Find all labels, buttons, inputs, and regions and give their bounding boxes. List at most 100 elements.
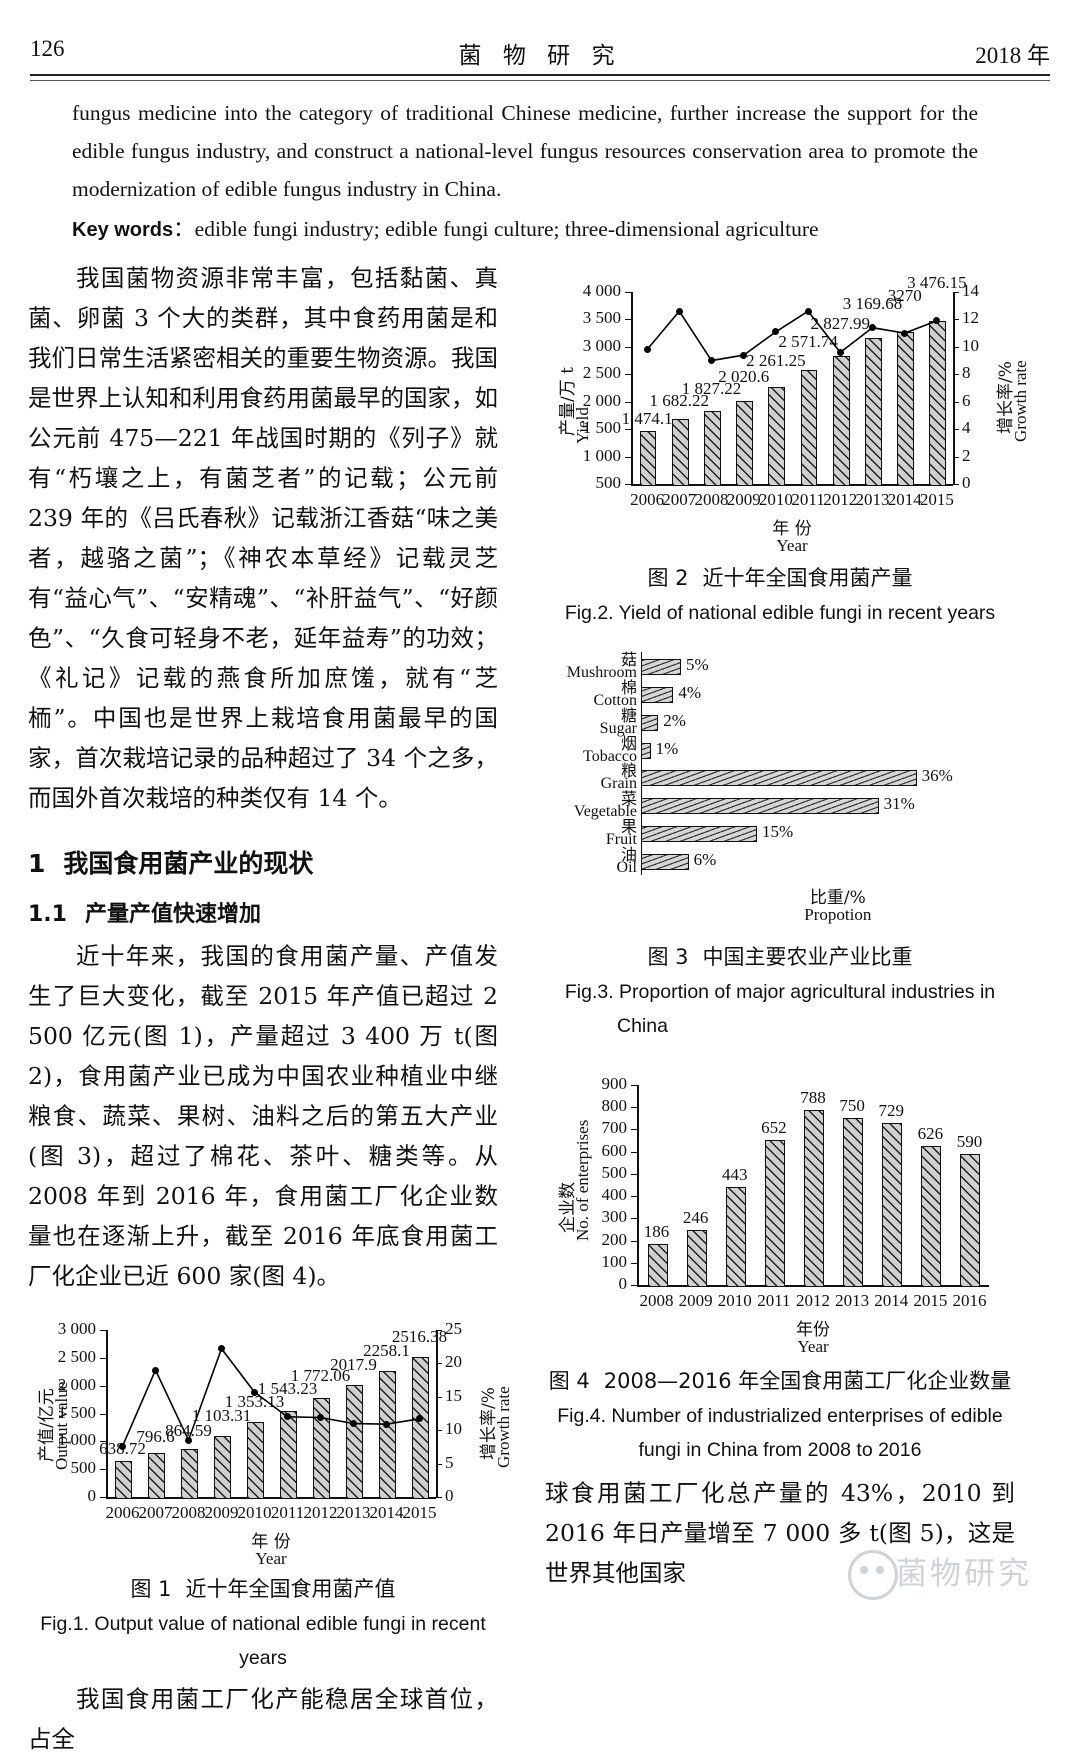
fig1chart-y2label-en: Growth rate (494, 1385, 513, 1468)
fig2chart-x-tick-label: 2008 (694, 490, 729, 509)
fig1chart-data-point (218, 1345, 225, 1353)
fig3chart-hbar (641, 714, 659, 731)
fig2chart-x-tick-label: 2011 (791, 490, 825, 509)
figure-4-caption-en-line2: fungi in China from 2008 to 2016 (638, 1439, 922, 1461)
fig1chart-data-point (416, 1415, 423, 1423)
fig4chart-bar-label: 750 (839, 1096, 865, 1116)
fig1chart-y2-tick-label: 25 (445, 1319, 462, 1338)
figure-4-caption-cn: 图 4 2008—2016 年全国食用菌工厂化企业数量 (545, 1365, 1015, 1395)
page-number: 126 (30, 36, 65, 61)
fig3chart-xlabel-cn: 比重/% (809, 888, 866, 908)
fig2chart-x-tick-label: 2009 (726, 490, 761, 509)
keywords-separator: ： (173, 217, 195, 241)
figure-2-number: 图 2 (647, 566, 689, 590)
section-heading-1: 1 我国食用菌产业的现状 (28, 844, 498, 880)
section-number: 1 (28, 849, 46, 878)
fig1chart-bar (213, 1435, 232, 1499)
fig1chart-y2-tick-label: 0 (445, 1486, 454, 1505)
fig1chart-bar-label: 1 543.23 (257, 1379, 318, 1399)
figure-1-caption-en-line2: years (239, 1647, 287, 1669)
fig2chart-data-point (836, 348, 844, 356)
fig3chart-cat-label-en: Cotton (593, 691, 637, 709)
fig2chart-x-tick-label: 2007 (662, 490, 697, 509)
fig4chart-xlabel-cn: 年份 (796, 1320, 830, 1340)
fig1chart-x-tick-label: 2015 (402, 1503, 437, 1522)
fig1chart-y-tick (100, 1441, 106, 1443)
fig2chart-y2-tick-label: 4 (962, 418, 971, 438)
fig1chart-bar-label: 2258.1 (363, 1341, 410, 1361)
fig3chart-hbar (641, 854, 689, 871)
fig4chart-y-tick (631, 1262, 637, 1264)
fig1chart-bar (279, 1411, 298, 1499)
fig2chart-bar-label: 3 169.68 (842, 293, 903, 313)
fig2chart-y-tick-label: 1 500 (582, 418, 621, 438)
fig2chart-y-tick (625, 292, 631, 293)
fig1chart-bar (378, 1371, 397, 1499)
fig2chart-y2-tick (953, 456, 959, 458)
fig2chart-bar (929, 320, 947, 486)
fig1chart-y2-tick (436, 1463, 442, 1465)
journal-watermark: 菌物研究 (848, 1536, 1048, 1610)
figure-4-chart: 0 100 200 300 400 500 600 700 800 900 186 2008 246 20… (545, 1051, 1015, 1356)
fig4chart-y-tick (631, 1129, 637, 1131)
fig2chart-xlabel-en: Year (776, 536, 808, 555)
body-paragraph-2: 近十年来，我国的食用菌产量、产值发生了巨大变化，截至 2015 年产值已超过 2… (28, 942, 498, 1290)
fig2chart-data-point (901, 329, 909, 337)
fig1chart-bar (180, 1448, 199, 1499)
fig2chart-bar-label: 1 474.1 (621, 408, 673, 428)
left-column: 我国菌物资源非常丰富，包括黏菌、真菌、卵菌 3 个大的类群，其中食药用菌是和我们… (28, 258, 513, 1759)
header-rule (30, 74, 1050, 81)
fig1chart-y-axis (106, 1330, 108, 1497)
fig4chart-y-tick-label: 400 (601, 1185, 628, 1205)
fig2chart-bar (671, 419, 689, 486)
fig4chart-y-tick-label: 0 (618, 1274, 628, 1293)
fig3chart-cat-label-cn: 烟 (620, 733, 637, 753)
fig1chart-data-point (119, 1442, 126, 1450)
fig4chart-bar (882, 1123, 903, 1287)
fig2chart-y-tick (625, 374, 631, 376)
fig2chart-y-tick-label: 500 (595, 473, 622, 492)
fig1chart-bar-label: 2516.38 (391, 1326, 448, 1346)
fig1chart-bar (312, 1398, 331, 1499)
fig4chart-bar (804, 1109, 824, 1287)
fig3chart-hbar (641, 826, 757, 843)
fig4chart-bar (921, 1145, 942, 1287)
fig3chart-hbar-label: 15% (762, 822, 794, 842)
fig3chart-hbar (641, 798, 879, 815)
fig2chart-y2-tick (953, 346, 959, 348)
fig2chart-bar (768, 387, 786, 486)
fig1chart-y-tick-label: 3 000 (57, 1319, 96, 1338)
fig2chart-y2-tick (953, 319, 959, 321)
fig2chart-bar (736, 400, 754, 486)
fig2chart-y2label-en: Growth rate (1011, 360, 1030, 442)
fig2chart-y2-tick-label: 14 (962, 281, 979, 300)
fig3chart-hbar-label: 4% (678, 682, 702, 702)
fig3chart-hbar (641, 742, 651, 759)
fig1chart-y-tick-label: 500 (70, 1458, 97, 1478)
fig4chart-bar-label: 788 (800, 1087, 826, 1107)
fig2chart-x-tick-label: 2010 (758, 490, 793, 509)
fig2chart-y-tick (625, 484, 631, 485)
fig1chart-xlabel-en: Year (255, 1549, 287, 1568)
fig2chart-data-point (708, 357, 715, 365)
fig4chart-x-tick-label: 2009 (678, 1291, 713, 1310)
fig4chart-x-tick-label: 2016 (952, 1291, 987, 1310)
fig2chart-y-axis (631, 292, 633, 484)
fig1chart-bar-label: 1 103.31 (191, 1405, 252, 1425)
fig4chart-y-tick (631, 1085, 637, 1086)
fig2chart-bar (704, 411, 721, 486)
keywords-label: Key words (72, 219, 174, 241)
subsection-heading-1-1: 1.1 产量产值快速增加 (28, 896, 498, 928)
fig4chart-bar-label: 246 (682, 1208, 709, 1228)
figure-1-title-cn: 近十年全国食用菌产值 (185, 1577, 396, 1601)
fig2chart-y-tick-label: 1 000 (582, 445, 621, 465)
watermark-logo-icon (848, 1550, 898, 1600)
fig1chart-y2-tick-label: 10 (445, 1419, 462, 1439)
fig2chart-y2-tick-label: 0 (962, 473, 971, 492)
fig1chart-bar (345, 1384, 364, 1499)
fig3chart-hbar-label: 2% (663, 710, 686, 730)
figure-2-caption-cn: 图 2 近十年全国食用菌产量 (545, 562, 1015, 592)
fig1chart-data-point (284, 1413, 291, 1421)
fig2chart-y2-tick (953, 292, 959, 293)
fig1chart-data-point (185, 1436, 192, 1444)
